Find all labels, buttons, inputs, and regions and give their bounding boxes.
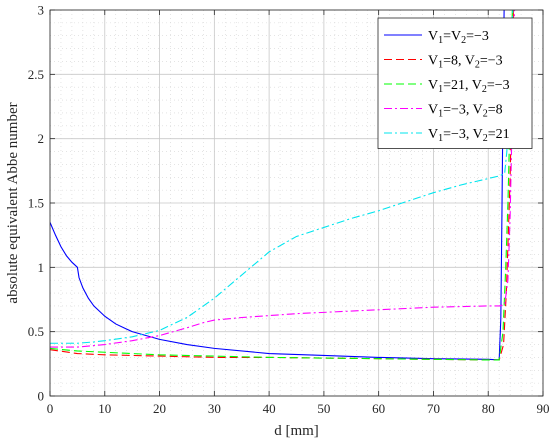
legend-text-part: V: [428, 78, 438, 93]
legend-subscript: 2: [475, 60, 480, 71]
legend-subscript: 1: [438, 60, 443, 71]
x-tick-label: 30: [208, 401, 221, 416]
legend-text-part: =−3: [487, 78, 510, 93]
y-tick-label: 2.5: [28, 67, 44, 82]
x-tick-label: 40: [263, 401, 276, 416]
legend-text-part: =21: [488, 127, 510, 142]
y-tick-label: 3: [38, 3, 45, 18]
legend-text-part: =−3, V: [443, 103, 483, 118]
legend-text-part: V: [428, 29, 438, 44]
x-tick-label: 70: [427, 401, 440, 416]
x-tick-label: 20: [153, 401, 166, 416]
y-tick-label: 0.5: [28, 324, 44, 339]
legend-text-part: =8, V: [443, 54, 475, 69]
legend-subscript: 1: [438, 35, 443, 46]
legend-label-1: V1=V2=−3: [428, 29, 489, 46]
legend-box: [377, 17, 533, 149]
y-tick-label: 1.5: [28, 196, 44, 211]
x-tick-label: 90: [537, 401, 550, 416]
x-tick-label: 10: [98, 401, 111, 416]
y-tick-label: 0: [38, 389, 45, 404]
legend-text-part: V: [428, 103, 438, 118]
legend-text-part: =−3: [466, 29, 489, 44]
series-line-4: [50, 10, 516, 348]
y-tick-label: 2: [38, 131, 45, 146]
legend-subscript: 2: [482, 84, 487, 95]
legend-subscript: 2: [461, 35, 466, 46]
y-axis-label: absolute equivalent Abbe number: [5, 102, 21, 303]
x-axis-ticks: 0 10 20 30 40 50 60 70 80 90: [47, 10, 550, 416]
legend-subscript: 1: [438, 109, 443, 120]
legend-label-4: V1=−3, V2=8: [428, 103, 503, 120]
legend-label-3: V1=21, V2=−3: [428, 78, 510, 95]
legend-text-part: =−3, V: [443, 127, 483, 142]
legend-text-part: V: [428, 54, 438, 69]
legend-text-part: =−3: [480, 54, 503, 69]
x-axis-label: d [mm]: [274, 423, 319, 439]
legend-text-part: =8: [488, 103, 503, 118]
legend-subscript: 1: [438, 133, 443, 144]
legend-subscript: 2: [483, 109, 488, 120]
legend-subscript: 2: [483, 133, 488, 144]
x-tick-label: 60: [372, 401, 385, 416]
series-line-2: [50, 10, 514, 361]
legend-text-part: =V: [443, 29, 461, 44]
legend-text-part: =21, V: [443, 78, 482, 93]
legend-text-part: V: [428, 127, 438, 142]
x-tick-label: 80: [482, 401, 495, 416]
legend: V1=V2=−3V1=8, V2=−3V1=21, V2=−3V1=−3, V2…: [377, 17, 533, 149]
legend-label-2: V1=8, V2=−3: [428, 54, 503, 71]
x-tick-label: 50: [317, 401, 330, 416]
y-tick-label: 1: [38, 260, 45, 275]
series-line-5: [50, 10, 514, 344]
legend-subscript: 1: [438, 84, 443, 95]
y-axis-ticks: 0 0.5 1 1.5 2 2.5 3: [28, 3, 543, 404]
series-layer: [50, 10, 516, 361]
x-tick-label: 0: [47, 401, 54, 416]
legend-label-5: V1=−3, V2=21: [428, 127, 510, 144]
